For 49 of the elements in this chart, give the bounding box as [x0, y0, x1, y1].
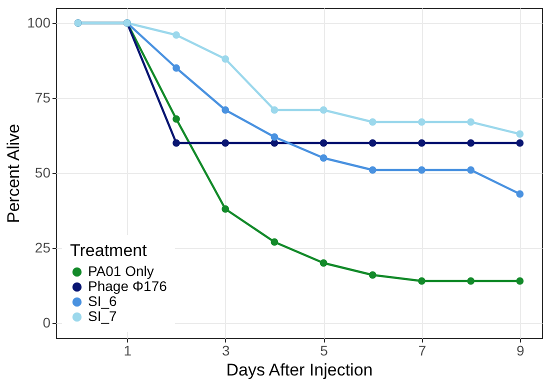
y-tick-label: 50: [34, 164, 51, 180]
point: [270, 133, 278, 141]
point: [516, 277, 524, 285]
point: [467, 277, 475, 285]
point: [467, 166, 475, 174]
point: [222, 106, 230, 114]
point: [418, 139, 426, 147]
point: [270, 106, 278, 114]
y-axis-title: Percent Alive: [4, 124, 24, 224]
point: [418, 118, 426, 126]
point: [222, 205, 230, 213]
x-tick-label: 7: [418, 342, 426, 358]
point: [467, 118, 475, 126]
point: [368, 139, 376, 147]
point: [172, 139, 180, 147]
x-tick-label: 5: [320, 342, 328, 358]
point: [467, 139, 475, 147]
legend-label: PA01 Only: [88, 263, 154, 279]
y-tick-label: 75: [34, 90, 51, 106]
point: [418, 277, 426, 285]
point: [222, 139, 230, 147]
point: [270, 238, 278, 246]
point: [320, 106, 328, 114]
point: [270, 139, 278, 147]
point: [368, 271, 376, 279]
point: [172, 64, 180, 72]
legend-label: Phage Φ176: [88, 278, 168, 294]
point: [516, 139, 524, 147]
point: [418, 166, 426, 174]
point: [516, 130, 524, 138]
point: [222, 55, 230, 63]
point: [172, 31, 180, 39]
y-tick-label: 0: [42, 314, 51, 330]
y-tick-label: 25: [34, 240, 51, 256]
point: [320, 259, 328, 267]
x-axis-title: Days After Injection: [226, 360, 373, 380]
x-tick-label: 3: [222, 342, 230, 358]
y-tick-label: 100: [27, 14, 51, 30]
legend-title: Treatment: [70, 241, 148, 260]
point: [172, 115, 180, 123]
point: [320, 154, 328, 162]
point: [368, 118, 376, 126]
legend-label: SI_7: [88, 308, 118, 324]
legend-label: SI_6: [88, 293, 118, 309]
x-tick-label: 9: [516, 342, 525, 358]
point: [320, 139, 328, 147]
point: [516, 190, 524, 198]
x-tick-label: 1: [124, 342, 132, 358]
point: [368, 166, 376, 174]
